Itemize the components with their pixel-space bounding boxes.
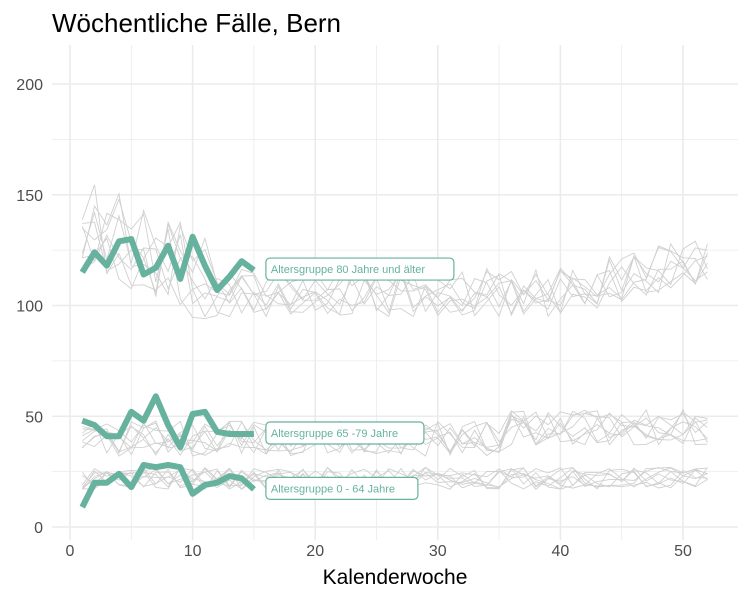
background-year-line: [82, 408, 708, 457]
x-tick-label: 30: [429, 543, 447, 560]
y-tick-label: 50: [25, 409, 43, 426]
series-line: [79, 233, 256, 293]
series-label-box: [265, 421, 425, 445]
x-tick-label: 50: [674, 543, 692, 560]
background-year-line: [82, 467, 708, 491]
x-axis-title: Kalenderwoche: [323, 566, 468, 589]
y-tick-label: 150: [16, 188, 43, 205]
y-tick-label: 0: [34, 520, 43, 537]
series-label: Altersgruppe 0 - 64 Jahre: [271, 483, 395, 495]
x-tick-label: 20: [306, 543, 324, 560]
series-labels: Altersgruppe 80 Jahre und älter Altersgru…: [265, 257, 455, 500]
background-lines: [81, 184, 708, 491]
background-year-line: [82, 411, 708, 456]
x-tick-label: 40: [552, 543, 570, 560]
series-label-box: [265, 257, 455, 281]
y-tick-labels: 0 50 100 150 200: [16, 77, 43, 537]
y-tick-label: 100: [16, 299, 43, 316]
y-tick-label: 200: [16, 77, 43, 94]
series-line: [81, 393, 254, 451]
series-label: Altersgruppe 65 -79 Jahre: [271, 428, 398, 440]
x-tick-labels: 0 10 20 30 40 50: [66, 543, 692, 560]
series-label: Altersgruppe 80 Jahre und älter: [271, 264, 425, 276]
background-year-line: [81, 184, 708, 318]
highlight-lines: [79, 233, 256, 509]
x-tick-label: 10: [184, 543, 202, 560]
background-year-line: [82, 409, 708, 457]
background-year-line: [81, 208, 708, 317]
background-year-line: [82, 212, 708, 320]
x-tick-label: 0: [66, 543, 75, 560]
series-line: [79, 462, 256, 509]
chart-title: Wöchentliche Fälle, Bern: [52, 8, 341, 38]
series-label-box: [265, 476, 419, 500]
